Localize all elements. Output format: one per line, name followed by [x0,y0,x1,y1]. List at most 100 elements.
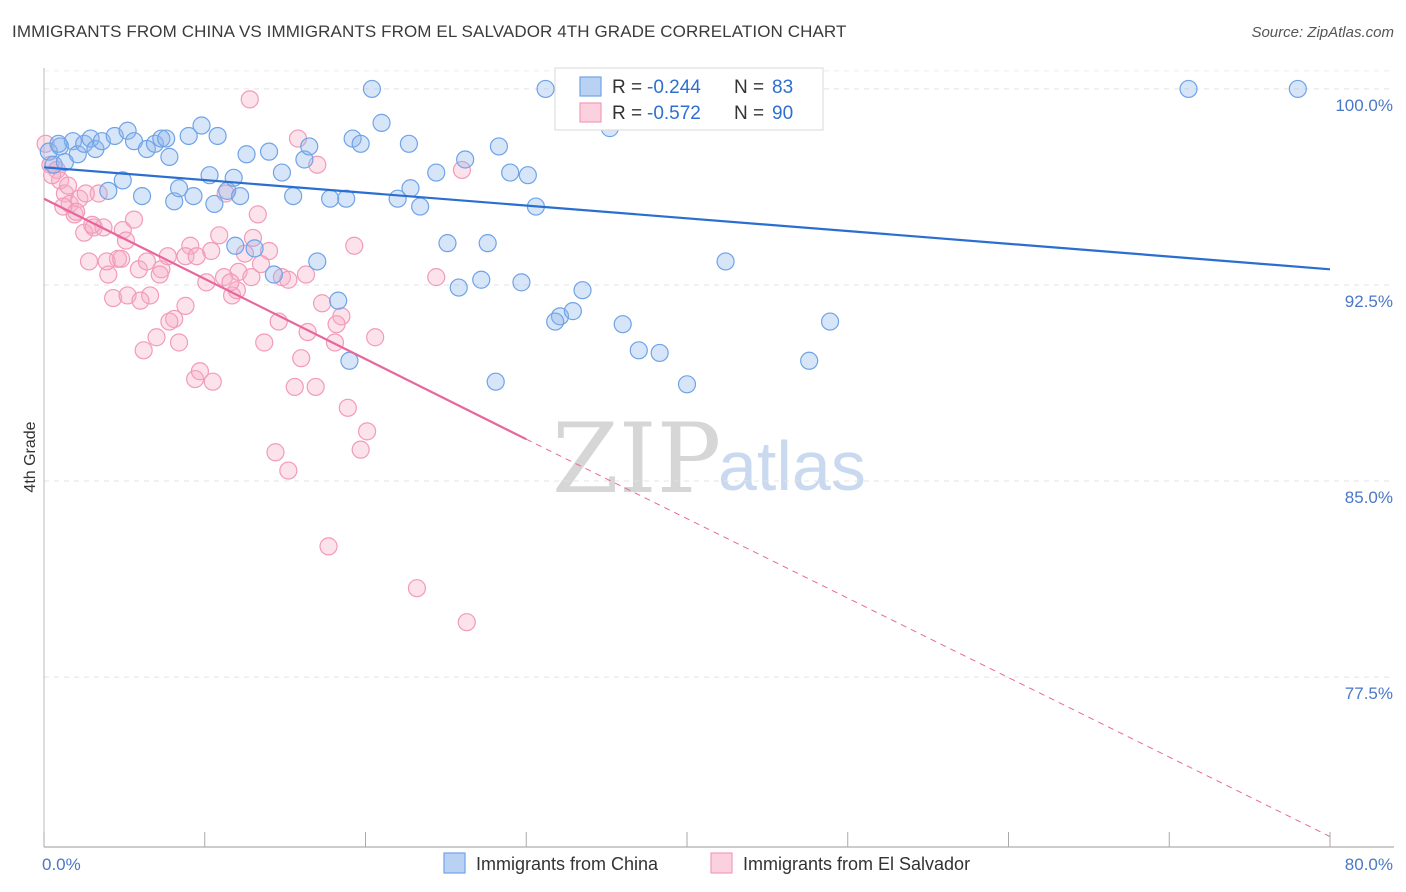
stats-legend: R = -0.244 N = 83 R = -0.572 N = 90 [554,67,824,131]
elsalvador-point [131,291,150,310]
elsalvador-point [306,377,325,397]
china-point [245,239,264,258]
elsalvador-point [325,333,345,352]
elsalvador-n-value: 90 [772,103,793,124]
china-point [272,163,292,182]
china-r-label: R = [612,77,642,98]
elsalvador-point [176,296,195,315]
china-point [329,291,348,310]
x-tick-label-min: 0.0% [42,855,81,874]
china-point [629,341,648,360]
china-point [1179,79,1198,99]
china-point [99,181,118,200]
china-point [208,126,227,146]
china-point [231,186,250,206]
china-point [169,179,189,198]
watermark-atlas: atlas [718,427,866,505]
elsalvador-point [169,333,189,352]
elsalvador-point [97,252,116,271]
china-r-value: -0.244 [647,77,701,98]
chart-title: IMMIGRANTS FROM CHINA VS IMMIGRANTS FROM… [12,22,847,41]
elsalvador-point [457,613,476,632]
elsalvador-point [248,205,267,224]
china-point [205,194,224,214]
china-point [49,134,68,153]
elsalvador-point [203,372,222,391]
elsalvador-point [338,398,357,417]
elsalvador-point [242,268,261,287]
elsalvador-n-label: N = [734,103,764,124]
elsalvador-point [285,377,304,397]
elsalvador-point [165,309,184,329]
china-point [399,134,419,153]
china-point [489,137,509,156]
china-point [179,126,198,146]
china-point [472,270,491,289]
china-point [677,375,697,394]
elsalvador-point [124,210,144,229]
elsalvador-point [99,265,118,284]
china-point [411,197,430,216]
china-bottom-swatch [443,852,466,874]
china-point [438,234,457,253]
elsalvador-r-value: -0.572 [647,103,701,124]
china-point [308,252,327,271]
china-point [132,186,152,206]
elsalvador-point [150,265,169,284]
elsalvador-point [279,461,298,480]
china-point [226,236,245,255]
elsalvador-bottom-swatch [710,852,733,874]
x-tick-marks [43,832,1331,847]
china-n-label: N = [734,77,764,98]
china-point [401,179,420,198]
china-trend-line [43,166,1331,271]
elsalvador-point [158,247,177,266]
x-tick-label-max: 80.0% [1345,855,1393,874]
elsalvador-point [240,90,259,109]
elsalvador-point [358,422,377,441]
elsalvador-point [112,249,131,268]
elsalvador-legend-swatch [579,102,602,123]
china-point [152,129,171,148]
elsalvador-point [181,236,200,255]
elsalvador-point [202,241,221,261]
china-point [372,113,391,132]
china-point [300,137,319,156]
china-point [284,186,303,206]
y-tick-label: 77.5% [1345,684,1393,703]
china-legend-swatch [579,76,602,97]
china-point [68,145,87,164]
china-point [613,315,632,334]
elsalvador-point [134,341,153,360]
elsalvador-point [59,176,78,195]
elsalvador-point [190,362,210,381]
china-point [118,121,137,140]
china-bottom-label: Immigrants from China [476,854,659,874]
china-point [192,116,211,135]
elsalvador-point [147,328,166,347]
china-point [259,142,279,161]
elsalvador-point [452,160,472,180]
watermark-zip: ZIP [552,403,721,515]
elsalvador-point [210,226,229,245]
china-point [1288,79,1307,99]
china-point [160,147,179,166]
elsalvador-r-label: R = [612,103,642,124]
china-point [113,171,132,190]
elsalvador-point [351,440,370,459]
elsalvador-point [345,236,364,255]
china-point [546,312,565,331]
elsalvador-point [292,349,311,368]
y-axis-label: 4th Grade [22,421,39,492]
china-point [456,150,475,169]
china-point [563,302,582,321]
elsalvador-point [140,286,160,305]
elsalvador-point [266,443,285,462]
elsalvador-point [160,312,179,331]
china-point [157,129,176,148]
elsalvador-point [255,333,274,352]
china-point [478,234,497,253]
china-point [573,281,592,300]
elsalvador-point [366,328,385,347]
y-tick-labels: 100.0% 92.5% 85.0% 77.5% [1335,96,1393,703]
